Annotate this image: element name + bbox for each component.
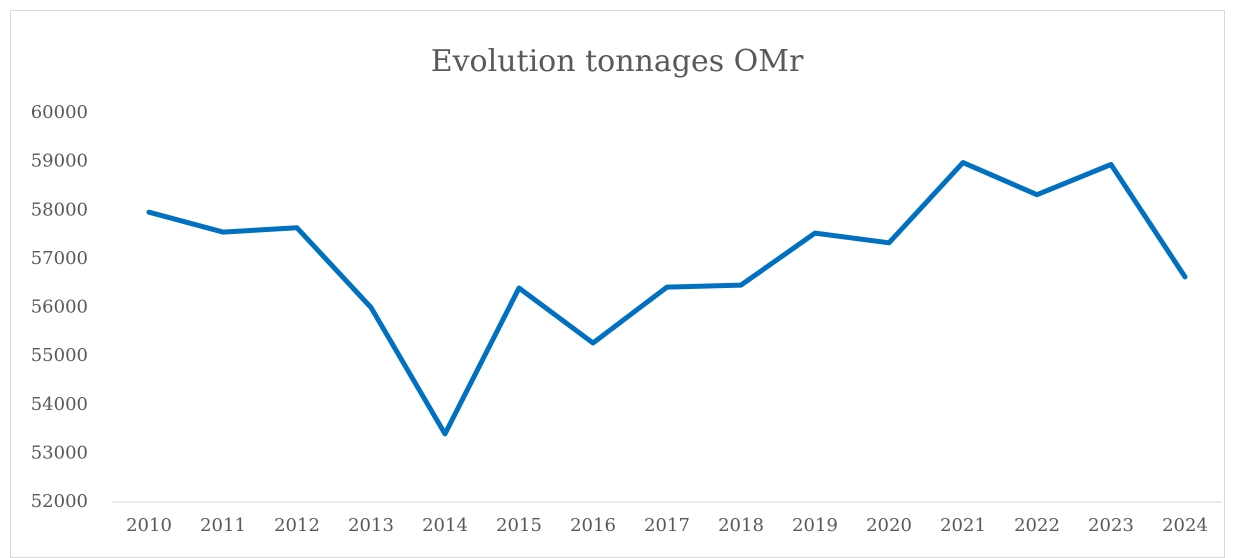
- x-tick-label: 2019: [792, 515, 838, 536]
- y-tick-label: 57000: [31, 248, 88, 269]
- chart-title: Evolution tonnages OMr: [431, 44, 804, 79]
- y-tick-label: 60000: [31, 102, 88, 123]
- y-tick-label: 59000: [31, 151, 88, 172]
- x-tick-label: 2016: [570, 515, 616, 536]
- x-tick-label: 2021: [940, 515, 986, 536]
- x-tick-label: 2014: [422, 515, 468, 536]
- x-tick-label: 2024: [1162, 515, 1208, 536]
- y-tick-label: 52000: [31, 491, 88, 512]
- x-tick-label: 2013: [348, 515, 394, 536]
- y-tick-label: 55000: [31, 345, 88, 366]
- y-tick-label: 54000: [31, 394, 88, 415]
- x-tick-label: 2017: [644, 515, 690, 536]
- x-tick-label: 2023: [1088, 515, 1134, 536]
- x-tick-label: 2022: [1014, 515, 1060, 536]
- x-tick-label: 2011: [200, 515, 246, 536]
- line: [146, 160, 1188, 437]
- chart-border: [10, 10, 1225, 558]
- x-tick-label: 2015: [496, 515, 542, 536]
- x-tick-label: 2010: [126, 515, 172, 536]
- x-tick-label: 2012: [274, 515, 320, 536]
- x-tick-label: 2020: [866, 515, 912, 536]
- x-tick-label: 2018: [718, 515, 764, 536]
- y-tick-label: 58000: [31, 199, 88, 220]
- y-tick-label: 53000: [31, 442, 88, 463]
- y-tick-label: 56000: [31, 297, 88, 318]
